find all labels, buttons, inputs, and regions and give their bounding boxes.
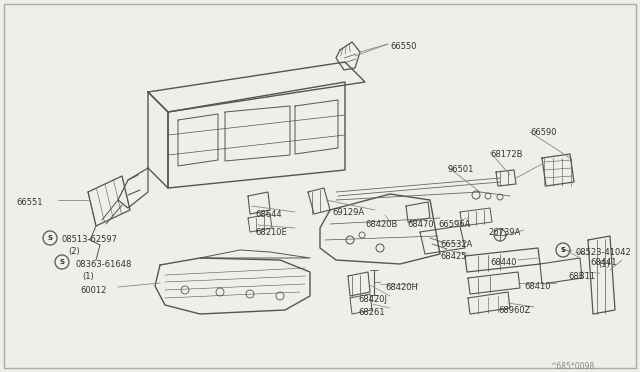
Text: 68420B: 68420B (365, 220, 397, 229)
Text: 66532A: 66532A (440, 240, 472, 249)
Text: 68441: 68441 (590, 258, 616, 267)
Text: 08523-41042: 08523-41042 (575, 248, 631, 257)
Text: 60012: 60012 (80, 286, 106, 295)
Text: 68420H: 68420H (385, 283, 418, 292)
Text: 96501: 96501 (448, 165, 474, 174)
Text: ^685*0098: ^685*0098 (550, 362, 594, 371)
Text: 68410: 68410 (524, 282, 550, 291)
Text: 69129A: 69129A (332, 208, 364, 217)
Text: 66596A: 66596A (438, 220, 470, 229)
Text: 66551: 66551 (16, 198, 42, 207)
Text: 26739A: 26739A (488, 228, 520, 237)
FancyBboxPatch shape (4, 4, 636, 368)
Text: 68440: 68440 (490, 258, 516, 267)
Text: 66590: 66590 (530, 128, 557, 137)
Text: (1): (1) (598, 260, 610, 269)
Text: 08513-62597: 08513-62597 (62, 235, 118, 244)
Text: 68470: 68470 (407, 220, 434, 229)
Text: 68644: 68644 (255, 210, 282, 219)
Text: S: S (60, 259, 65, 265)
Text: S: S (561, 247, 566, 253)
Text: (2): (2) (68, 247, 80, 256)
Text: 68960Z: 68960Z (498, 306, 531, 315)
Text: (1): (1) (82, 272, 93, 281)
Text: 68420J: 68420J (358, 295, 387, 304)
Text: 68210E: 68210E (255, 228, 287, 237)
Text: 68425: 68425 (440, 252, 467, 261)
Text: S: S (47, 235, 52, 241)
Text: 68172B: 68172B (490, 150, 522, 159)
Text: 66550: 66550 (390, 42, 417, 51)
Text: 08363-61648: 08363-61648 (75, 260, 131, 269)
Text: 68B11: 68B11 (568, 272, 595, 281)
Text: 68261: 68261 (358, 308, 385, 317)
